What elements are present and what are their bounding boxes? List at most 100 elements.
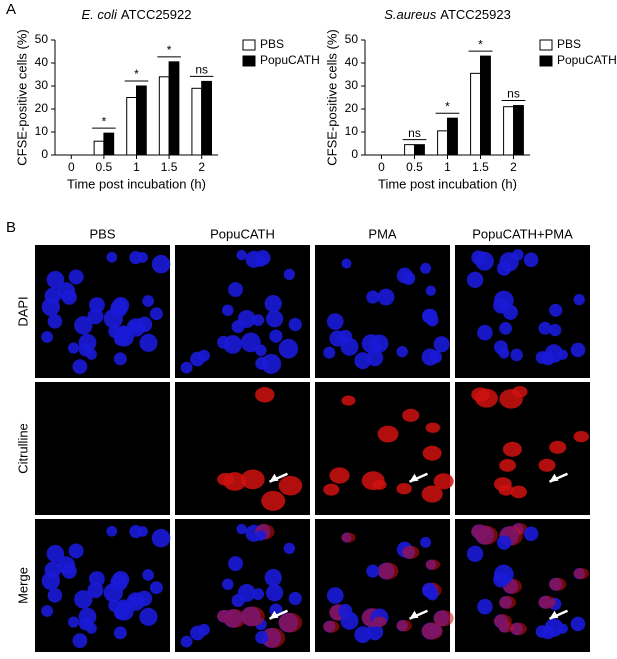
nucleus — [548, 323, 562, 337]
nucleus — [198, 623, 210, 636]
nucleus — [240, 332, 261, 353]
citrulline-signal — [502, 441, 522, 457]
citrulline-signal — [377, 425, 399, 443]
x-axis-label: Time post incubation (h) — [378, 176, 517, 191]
arrow-head — [269, 473, 279, 482]
title-text: ATCC25922 — [121, 7, 192, 22]
nucleus — [541, 351, 556, 366]
citrulline-signal — [323, 620, 340, 633]
legend-swatch — [539, 55, 553, 67]
y-tick-label: 10 — [35, 124, 49, 138]
nucleus — [252, 588, 265, 601]
nucleus — [493, 297, 509, 314]
nucleus — [142, 569, 155, 581]
arrow-head — [409, 473, 419, 482]
significance-label: * — [102, 114, 107, 128]
micrograph — [35, 245, 171, 378]
title-italic: E. coli — [82, 7, 119, 22]
citrulline-signal — [329, 467, 350, 484]
citrulline-signal — [323, 483, 340, 496]
citrulline-signal — [223, 472, 247, 491]
nucleus — [67, 616, 80, 628]
significance-label: * — [478, 37, 483, 51]
title-text: ATCC25923 — [440, 7, 511, 22]
bar — [126, 97, 138, 156]
nucleus — [255, 530, 266, 541]
nucleus — [103, 309, 123, 329]
nucleus — [278, 338, 299, 359]
bar — [437, 130, 449, 156]
citrulline-signal — [433, 610, 454, 627]
bar — [470, 72, 482, 156]
citrulline-signal — [538, 595, 556, 609]
citrulline-signal — [372, 616, 387, 627]
citrulline-signal — [573, 567, 589, 580]
legend-label: PopuCATH — [260, 53, 320, 67]
nucleus — [44, 287, 62, 305]
nucleus — [46, 544, 65, 563]
nucleus — [420, 536, 432, 548]
citrulline-signal — [499, 595, 516, 609]
micrograph — [455, 382, 590, 515]
nucleus — [113, 626, 127, 640]
nucleus — [466, 545, 484, 563]
nucleus — [523, 526, 539, 542]
nucleus — [425, 285, 437, 296]
nucleus — [78, 342, 93, 357]
nucleus — [323, 346, 336, 359]
legend-label: PBS — [557, 37, 581, 51]
citrulline-signal — [425, 559, 441, 570]
nucleus — [139, 333, 158, 352]
micrograph — [315, 245, 450, 378]
y-tick-label: 0 — [41, 147, 48, 161]
citrulline-signal — [498, 484, 514, 496]
significance-label: ns — [408, 126, 421, 140]
y-tick-label: 50 — [35, 32, 49, 46]
citrulline-signal — [261, 627, 286, 648]
nucleus — [493, 571, 509, 588]
column-header: PopuCATH+PMA — [472, 226, 573, 241]
nucleus — [87, 582, 104, 599]
legend-swatch — [539, 39, 553, 51]
nucleus — [221, 578, 234, 591]
nucleus — [236, 523, 247, 535]
x-tick-label: 0.5 — [96, 160, 113, 174]
y-tick-label: 20 — [35, 101, 49, 115]
nucleus — [283, 268, 296, 281]
nucleus — [266, 584, 284, 602]
x-tick-label: 1.5 — [161, 160, 178, 174]
micrograph — [35, 382, 170, 515]
nucleus — [142, 295, 155, 307]
nucleus — [477, 598, 493, 615]
citrulline-signal — [422, 445, 442, 461]
citrulline-signal — [372, 479, 387, 490]
nucleus — [74, 316, 93, 335]
nucleus — [557, 623, 568, 634]
nucleus — [74, 590, 93, 609]
row-label: Citrulline — [15, 423, 30, 474]
nucleus — [421, 348, 439, 366]
bar — [168, 61, 180, 156]
nucleus — [341, 258, 352, 269]
significance-label: * — [167, 43, 172, 57]
nucleus — [41, 331, 54, 343]
title-italic: S.aureus — [384, 7, 437, 22]
citrulline-signal — [510, 485, 527, 499]
citrulline-signal — [341, 532, 356, 543]
nucleus — [288, 591, 302, 606]
nucleus — [137, 252, 148, 263]
legend-label: PopuCATH — [557, 53, 617, 67]
citrulline-signal — [402, 545, 420, 559]
nucleus — [420, 262, 432, 274]
nucleus — [139, 607, 158, 626]
nucleus — [72, 359, 88, 375]
citrulline-signal — [425, 422, 441, 433]
citrulline-signal — [510, 622, 527, 636]
nucleus — [116, 599, 132, 615]
citrulline-signal — [433, 473, 454, 490]
nucleus — [354, 626, 372, 644]
x-tick-label: 0 — [68, 160, 75, 174]
nucleus — [106, 251, 118, 263]
nucleus — [549, 303, 563, 317]
column-header: PBS — [89, 226, 115, 241]
